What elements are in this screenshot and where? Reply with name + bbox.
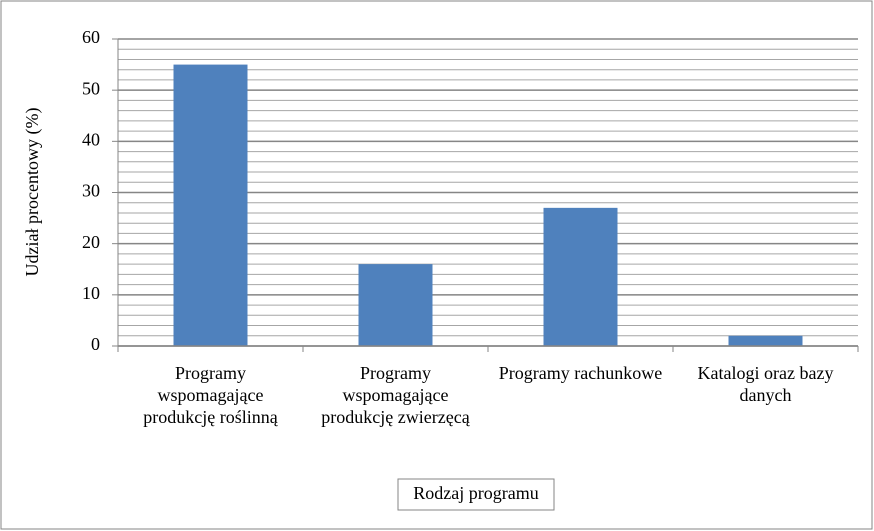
- x-tick-label-box: Programy wspomagające produkcję zwierzęc…: [321, 363, 470, 427]
- y-tick-label: 20: [82, 232, 100, 252]
- bar: [543, 207, 618, 346]
- x-axis-title-box: [397, 478, 555, 511]
- x-tick-label-box: Programy wspomagające produkcję roślinną: [143, 363, 278, 427]
- y-tick-label: 0: [91, 334, 100, 354]
- bar: [173, 64, 248, 346]
- y-tick-label: 60: [82, 27, 100, 47]
- x-axis-title: Rodzaj programu: [413, 483, 538, 503]
- y-tick-label: 30: [82, 181, 100, 201]
- x-tick-label: Katalogi oraz bazy danych: [697, 363, 834, 405]
- bar: [728, 335, 803, 346]
- x-tick-label: Programy rachunkowe: [498, 363, 663, 383]
- bar: [358, 264, 433, 346]
- y-tick-label: 10: [82, 283, 100, 303]
- x-tick-label-box: Katalogi oraz bazy danych: [697, 363, 834, 405]
- x-tick-label: Programy wspomagające produkcję roślinną: [143, 363, 278, 427]
- x-tick-label: Programy wspomagające produkcję zwierzęc…: [321, 363, 470, 427]
- y-tick-label: 40: [82, 129, 100, 149]
- y-tick-label: 50: [82, 78, 100, 98]
- x-tick-label-box: Programy rachunkowe: [498, 363, 663, 383]
- y-axis-title: Udział procentowy (%): [22, 108, 43, 277]
